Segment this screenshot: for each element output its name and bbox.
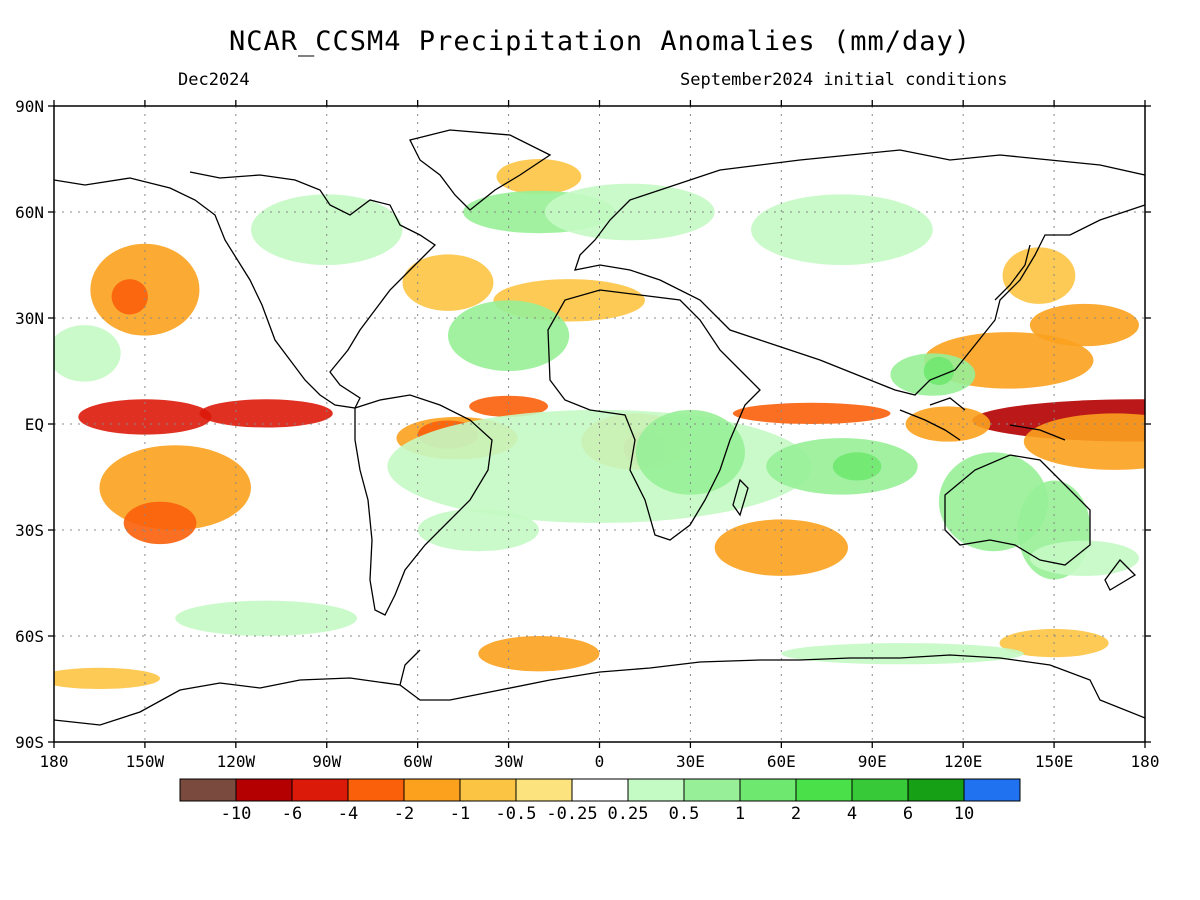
coastline-eurasia bbox=[574, 149, 1145, 396]
lon-tick-label: 60E bbox=[767, 752, 796, 771]
lat-tick-label: 30N bbox=[15, 309, 44, 328]
colorbar-swatch bbox=[907, 778, 965, 802]
anomaly-region bbox=[544, 183, 715, 241]
anomaly-region bbox=[1023, 413, 1145, 470]
lat-tick-label: 90S bbox=[15, 733, 44, 752]
initial-conditions-label: September2024 initial conditions bbox=[680, 70, 1008, 90]
coastline-africa bbox=[547, 289, 761, 541]
anomaly-region bbox=[469, 395, 548, 417]
colorbar-swatch bbox=[739, 778, 797, 802]
colorbar-swatch bbox=[683, 778, 741, 802]
colorbar-label: -0.5 bbox=[496, 804, 537, 824]
lon-tick-label: 30W bbox=[494, 752, 523, 771]
lon-tick-label: 120W bbox=[217, 752, 256, 771]
lon-tick-label: 180 bbox=[40, 752, 69, 771]
anomaly-region bbox=[402, 254, 494, 311]
lat-tick-label: 90N bbox=[15, 97, 44, 116]
colorbar-label: 2 bbox=[791, 804, 801, 824]
anomaly-region bbox=[1029, 303, 1139, 347]
coastlines bbox=[54, 129, 1145, 726]
coastline-madagascar bbox=[732, 478, 749, 517]
anomaly-region bbox=[54, 325, 121, 382]
colorbar-swatch bbox=[627, 778, 685, 802]
lon-tick-label: 150E bbox=[1035, 752, 1074, 771]
lon-tick-label: 180 bbox=[1131, 752, 1160, 771]
colorbar-label: 6 bbox=[903, 804, 913, 824]
colorbar-swatch bbox=[515, 778, 573, 802]
anomaly-region bbox=[199, 399, 333, 428]
anomaly-region bbox=[1002, 247, 1076, 304]
colorbar-label: 0.25 bbox=[608, 804, 649, 824]
colorbar-label: 0.5 bbox=[669, 804, 700, 824]
colorbar-label: -4 bbox=[338, 804, 358, 824]
coastline-north-america bbox=[54, 171, 437, 409]
anomaly-region bbox=[478, 636, 600, 672]
anomaly-region bbox=[781, 643, 1024, 665]
colorbar-swatch bbox=[459, 778, 517, 802]
colorbar-swatch bbox=[403, 778, 461, 802]
coastline-antarctic-peninsula bbox=[399, 649, 421, 686]
anomaly-region bbox=[732, 402, 891, 424]
coastline-new-zealand bbox=[1104, 559, 1137, 591]
chart-title: NCAR_CCSM4 Precipitation Anomalies (mm/d… bbox=[229, 26, 971, 57]
lat-tick-label: EQ bbox=[25, 415, 44, 434]
colorbar: -10 -6 -4 -2 -1 -0.5 -0.25 0.25 0.5 1 2 4 6 10 bbox=[179, 778, 1021, 824]
colorbar-label: -6 bbox=[282, 804, 302, 824]
anomaly-region bbox=[1029, 540, 1139, 576]
lon-tick-label: 90E bbox=[858, 752, 887, 771]
colorbar-label: 1 bbox=[735, 804, 745, 824]
lat-tick-label: 60S bbox=[15, 627, 44, 646]
colorbar-label: -2 bbox=[394, 804, 414, 824]
coastline-australia bbox=[944, 454, 1091, 566]
anomaly-region bbox=[111, 279, 148, 315]
anomaly-region bbox=[905, 406, 991, 442]
graticule bbox=[54, 106, 1145, 742]
lon-tick-label: 120E bbox=[944, 752, 983, 771]
anomaly-region bbox=[54, 667, 161, 689]
lon-tick-label: 90W bbox=[312, 752, 341, 771]
colorbar-label: 4 bbox=[847, 804, 857, 824]
colorbar-swatch bbox=[179, 778, 237, 802]
colorbar-swatch bbox=[851, 778, 909, 802]
coastline-antarctica bbox=[54, 654, 1145, 726]
anomaly-region bbox=[78, 399, 212, 435]
colorbar-swatch bbox=[347, 778, 405, 802]
colorbar-swatch bbox=[571, 778, 629, 802]
colorbar-swatch bbox=[235, 778, 293, 802]
lat-tick-label: 30S bbox=[15, 521, 44, 540]
anomaly-region bbox=[496, 159, 582, 195]
lon-tick-label: 150W bbox=[126, 752, 165, 771]
anomaly-region bbox=[250, 194, 403, 265]
coastline-japan bbox=[994, 244, 1031, 301]
lat-tick-label: 60N bbox=[15, 203, 44, 222]
colorbar-label: 10 bbox=[954, 804, 974, 824]
anomaly-region bbox=[751, 194, 933, 265]
anomaly-field bbox=[54, 159, 1145, 689]
anomaly-region bbox=[447, 300, 570, 371]
coastline-south-america bbox=[354, 394, 493, 616]
colorbar-swatch bbox=[291, 778, 349, 802]
colorbar-label: -10 bbox=[221, 804, 252, 824]
coastline-greenland bbox=[409, 129, 552, 211]
lon-tick-label: 30E bbox=[676, 752, 705, 771]
valid-month-label: Dec2024 bbox=[178, 70, 250, 90]
anomaly-region bbox=[923, 356, 955, 386]
colorbar-swatch bbox=[795, 778, 853, 802]
colorbar-swatch bbox=[963, 778, 1021, 802]
anomaly-region bbox=[175, 600, 358, 636]
anomaly-region bbox=[832, 452, 882, 481]
anomaly-region bbox=[123, 501, 197, 545]
colorbar-label: -1 bbox=[450, 804, 470, 824]
coastline-maritime-continent bbox=[899, 397, 1066, 441]
colorbar-label: -0.25 bbox=[546, 804, 597, 824]
lon-tick-label: 0 bbox=[595, 752, 605, 771]
lon-tick-label: 60W bbox=[403, 752, 432, 771]
anomaly-region bbox=[635, 409, 745, 495]
